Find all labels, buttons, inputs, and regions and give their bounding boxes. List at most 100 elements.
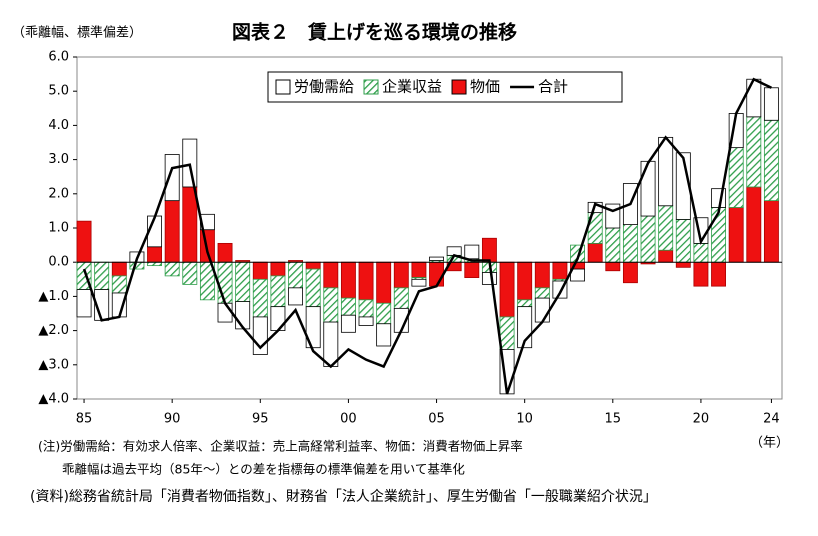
x-tick-label: 90	[164, 412, 181, 427]
bar	[534, 287, 550, 299]
legend-label: 企業収益	[382, 78, 442, 96]
bar	[658, 249, 674, 263]
bar	[270, 261, 286, 277]
bar	[763, 119, 779, 202]
bar	[305, 261, 321, 270]
chart-title: 図表２ 賃上げを巡る環境の推移	[232, 21, 517, 44]
bar	[147, 246, 163, 263]
bar	[323, 287, 339, 323]
bar	[235, 301, 251, 330]
y-tick-label: 2.0	[48, 186, 69, 201]
bar	[182, 138, 198, 188]
bar	[429, 256, 445, 261]
bar	[111, 261, 127, 277]
bar	[76, 220, 92, 263]
bar	[217, 261, 233, 304]
x-axis-label: （年）	[750, 436, 789, 451]
note: 乖離幅は過去平均（85年～）との差を指標毎の標準偏差を用いて基準化	[62, 462, 465, 477]
legend-box	[267, 71, 623, 103]
y-tick-label: ▲4.0	[38, 392, 69, 407]
bar	[481, 237, 497, 263]
bar	[129, 261, 145, 270]
bar	[464, 261, 480, 278]
y-tick-label: 0.0	[48, 255, 69, 270]
bar	[235, 261, 251, 302]
bar	[217, 302, 233, 323]
bar	[323, 321, 339, 367]
y-tick-label: 1.0	[48, 221, 69, 236]
bar	[288, 261, 304, 289]
bar	[376, 323, 392, 347]
bar	[411, 278, 427, 287]
source: (資料)総務省統計局「消費者物価指数」、財務省「法人企業統計」、厚生労働省「一般…	[30, 488, 657, 505]
bar	[164, 200, 180, 263]
bar	[605, 227, 621, 263]
x-tick-label: 15	[605, 412, 622, 427]
y-tick-label: ▲3.0	[38, 357, 69, 372]
bar	[358, 299, 374, 318]
bar	[728, 207, 744, 263]
bar	[693, 242, 709, 263]
bar	[358, 261, 374, 301]
total-line	[82, 77, 772, 395]
bar	[393, 261, 409, 289]
bar	[622, 224, 638, 263]
bar	[376, 302, 392, 325]
bar	[323, 261, 339, 289]
bar	[147, 261, 163, 267]
bar	[499, 316, 515, 350]
bar	[746, 186, 762, 263]
bar	[94, 261, 110, 290]
y-tick-label: 4.0	[48, 118, 69, 133]
bar	[376, 261, 392, 304]
bar	[305, 268, 321, 308]
bar	[658, 136, 674, 207]
bar	[693, 261, 709, 287]
bar	[182, 261, 198, 285]
x-tick-label: 95	[252, 412, 269, 427]
bar	[640, 160, 656, 217]
bar	[270, 275, 286, 308]
legend-swatch	[275, 79, 291, 95]
bar	[340, 297, 356, 316]
bar	[517, 261, 533, 301]
y-tick-label: ▲2.0	[38, 323, 69, 338]
bar	[675, 219, 691, 263]
bar	[552, 261, 568, 280]
bar	[217, 242, 233, 263]
bar	[763, 200, 779, 263]
bar	[340, 314, 356, 333]
bar	[182, 186, 198, 263]
x-tick-label: 24	[763, 412, 780, 427]
bar	[411, 261, 427, 278]
bar	[288, 287, 304, 306]
y-tick-label: 6.0	[48, 50, 69, 65]
bar	[464, 244, 480, 260]
bar	[587, 242, 603, 263]
bar	[393, 287, 409, 309]
y-tick-label: 5.0	[48, 84, 69, 99]
y-tick-label: 3.0	[48, 152, 69, 167]
bar	[358, 316, 374, 326]
bar	[746, 78, 762, 118]
bar	[675, 261, 691, 268]
bar	[534, 261, 550, 289]
x-tick-label: 85	[76, 412, 93, 427]
bar	[340, 261, 356, 299]
bar	[746, 116, 762, 188]
x-tick-label: 05	[428, 412, 445, 427]
bar	[164, 261, 180, 277]
bar	[111, 275, 127, 294]
bar	[305, 306, 321, 349]
bar	[481, 272, 497, 285]
bar	[499, 261, 515, 318]
legend-swatch	[451, 79, 467, 95]
bar	[605, 261, 621, 272]
y-tick-label: ▲1.0	[38, 289, 69, 304]
bar	[164, 154, 180, 202]
bar	[534, 297, 550, 323]
bar	[711, 261, 727, 287]
bar	[658, 205, 674, 251]
bar	[728, 147, 744, 208]
